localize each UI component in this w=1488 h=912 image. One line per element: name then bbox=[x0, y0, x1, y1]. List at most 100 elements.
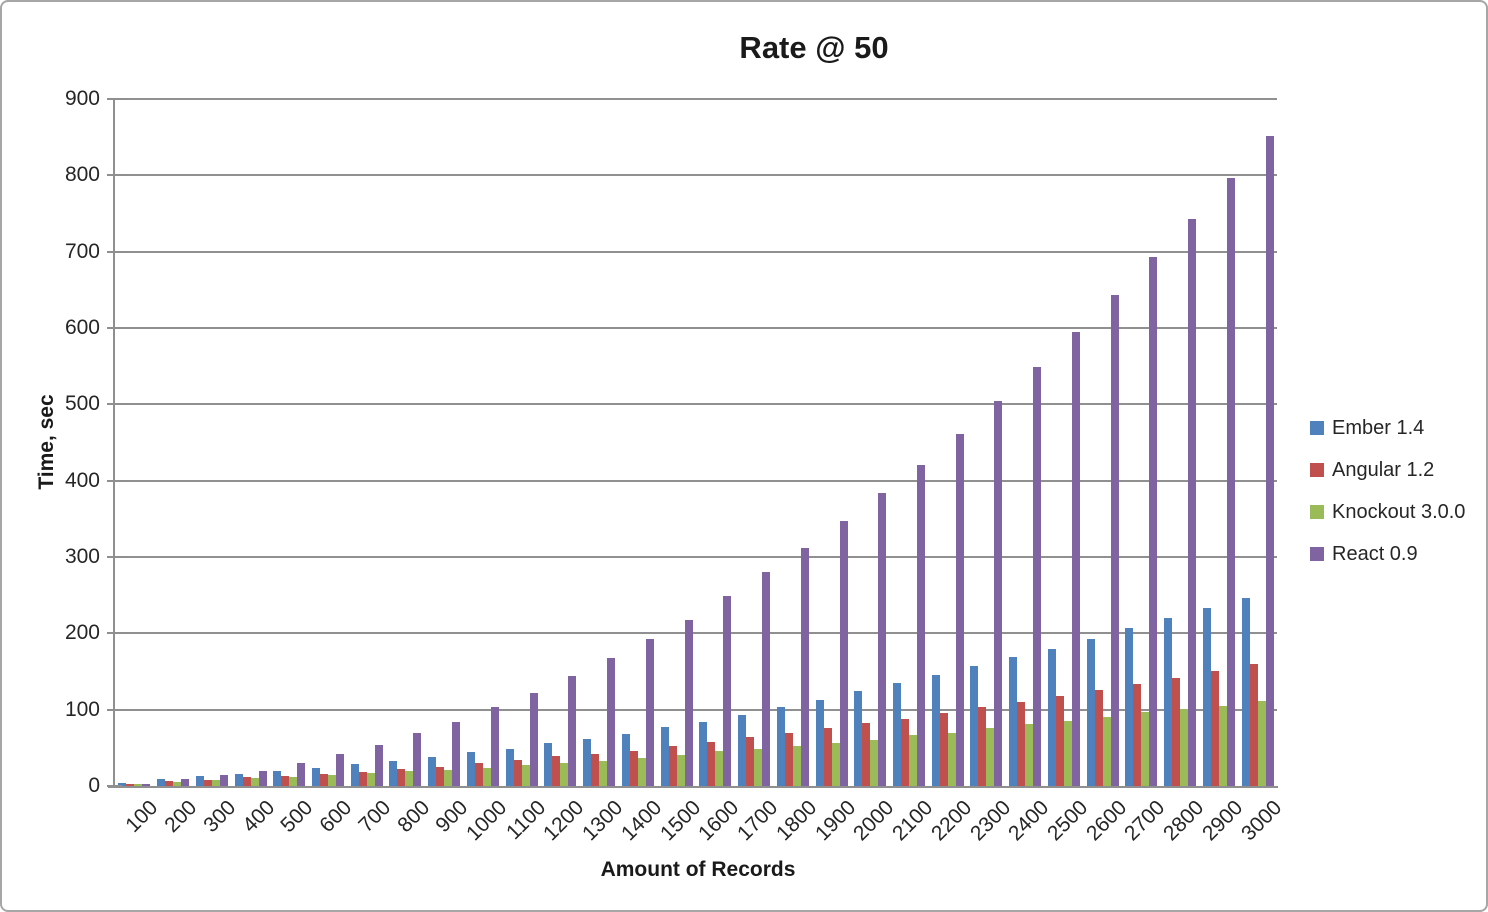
bar-angular-1-2 bbox=[242, 776, 251, 786]
bar-ember-1-4 bbox=[1086, 638, 1095, 786]
bar-ember-1-4 bbox=[1047, 648, 1056, 786]
bar-knockout-3-0-0 bbox=[560, 763, 569, 786]
y-tick-mark bbox=[107, 327, 122, 329]
bar-react-0-9 bbox=[219, 774, 228, 786]
bar-react-0-9 bbox=[607, 657, 616, 786]
bar-react-0-9 bbox=[258, 770, 267, 786]
bar-angular-1-2 bbox=[203, 779, 212, 786]
bar-group bbox=[696, 99, 735, 786]
legend-label: React 0.9 bbox=[1332, 542, 1418, 565]
y-tick-mark bbox=[107, 785, 122, 787]
bar-angular-1-2 bbox=[939, 712, 948, 786]
bar-react-0-9 bbox=[1110, 295, 1119, 786]
legend-swatch-knockout-3-0-0 bbox=[1310, 505, 1324, 519]
bar-knockout-3-0-0 bbox=[1063, 721, 1072, 786]
legend-label: Angular 1.2 bbox=[1332, 458, 1435, 481]
legend-label: Knockout 3.0.0 bbox=[1332, 500, 1466, 523]
bar-angular-1-2 bbox=[1055, 695, 1064, 786]
bar-react-0-9 bbox=[297, 763, 306, 786]
bar-angular-1-2 bbox=[397, 769, 406, 786]
bar-knockout-3-0-0 bbox=[1218, 705, 1227, 786]
x-tick-label: 2400 bbox=[1004, 796, 1054, 846]
x-tick-label: 2200 bbox=[926, 796, 977, 846]
bar-ember-1-4 bbox=[1202, 608, 1211, 786]
bar-react-0-9 bbox=[1033, 366, 1042, 786]
legend-entry: Angular 1.2 bbox=[1310, 459, 1465, 481]
bar-react-0-9 bbox=[1071, 331, 1080, 786]
bar-knockout-3-0-0 bbox=[211, 779, 220, 786]
legend-label: Ember 1.4 bbox=[1332, 416, 1425, 439]
chart-title: Rate @ 50 bbox=[739, 30, 889, 65]
bar-ember-1-4 bbox=[389, 760, 398, 786]
bar-angular-1-2 bbox=[823, 728, 832, 786]
bar-angular-1-2 bbox=[862, 723, 871, 786]
y-tick-mark bbox=[107, 708, 122, 711]
x-tick-label: 1700 bbox=[733, 796, 783, 846]
x-tick-label: 2300 bbox=[965, 796, 1015, 846]
bar-knockout-3-0-0 bbox=[405, 770, 414, 786]
bar-ember-1-4 bbox=[234, 773, 243, 786]
gridline bbox=[115, 479, 1277, 482]
bar-knockout-3-0-0 bbox=[637, 757, 646, 786]
bar-ember-1-4 bbox=[1241, 598, 1250, 786]
bar-ember-1-4 bbox=[893, 682, 902, 786]
y-tick-mark bbox=[107, 98, 122, 100]
x-tick-label: 1900 bbox=[810, 796, 860, 846]
bar-react-0-9 bbox=[878, 492, 887, 786]
bar-angular-1-2 bbox=[1094, 689, 1103, 786]
bar-group bbox=[851, 99, 890, 786]
legend-swatch-ember-1-4 bbox=[1310, 421, 1324, 435]
bar-react-0-9 bbox=[955, 434, 964, 786]
bar-knockout-3-0-0 bbox=[1141, 711, 1150, 786]
y-tick-mark bbox=[107, 403, 122, 406]
plot-area bbox=[115, 98, 1277, 786]
bar-angular-1-2 bbox=[978, 707, 987, 786]
bar-ember-1-4 bbox=[660, 727, 669, 786]
bar-ember-1-4 bbox=[466, 752, 475, 786]
x-tick-label: 600 bbox=[315, 796, 357, 838]
bar-react-0-9 bbox=[1149, 257, 1158, 786]
gridline bbox=[115, 98, 1277, 100]
bar-group bbox=[657, 99, 696, 786]
y-tick-label: 500 bbox=[64, 392, 100, 416]
bar-ember-1-4 bbox=[428, 757, 437, 786]
bar-ember-1-4 bbox=[118, 782, 127, 786]
bar-react-0-9 bbox=[142, 783, 151, 786]
bar-group bbox=[1122, 99, 1161, 786]
legend-swatch-angular-1-2 bbox=[1310, 463, 1324, 477]
bar-group bbox=[1083, 99, 1122, 786]
bar-react-0-9 bbox=[181, 779, 190, 786]
gridline bbox=[115, 708, 1277, 711]
bar-knockout-3-0-0 bbox=[676, 754, 685, 786]
bar-knockout-3-0-0 bbox=[831, 743, 840, 786]
bar-angular-1-2 bbox=[436, 766, 445, 786]
x-tick-label: 2000 bbox=[849, 796, 899, 846]
bar-ember-1-4 bbox=[1009, 657, 1018, 786]
gridline bbox=[115, 250, 1277, 253]
x-tick-label: 1800 bbox=[771, 796, 822, 846]
bar-group bbox=[541, 99, 580, 786]
y-tick-mark bbox=[107, 479, 122, 482]
x-axis-title: Amount of Records bbox=[600, 858, 796, 881]
bar-react-0-9 bbox=[529, 692, 538, 786]
y-tick-mark bbox=[107, 632, 122, 635]
bar-group bbox=[735, 99, 774, 786]
bar-ember-1-4 bbox=[738, 715, 747, 786]
bar-react-0-9 bbox=[1226, 177, 1235, 786]
bar-angular-1-2 bbox=[165, 781, 174, 786]
bar-group bbox=[580, 99, 619, 786]
bar-ember-1-4 bbox=[195, 776, 204, 786]
bar-angular-1-2 bbox=[668, 745, 677, 786]
bar-ember-1-4 bbox=[931, 675, 940, 786]
bar-react-0-9 bbox=[1188, 218, 1197, 786]
gridline bbox=[115, 403, 1277, 406]
bar-react-0-9 bbox=[800, 547, 809, 786]
legend: Ember 1.4 Angular 1.2 Knockout 3.0.0 React … bbox=[1310, 417, 1466, 589]
bar-react-0-9 bbox=[994, 400, 1003, 786]
bar-angular-1-2 bbox=[746, 737, 755, 786]
bar-knockout-3-0-0 bbox=[947, 732, 956, 786]
x-tick-label: 2800 bbox=[1159, 796, 1209, 846]
bar-ember-1-4 bbox=[583, 738, 592, 786]
bar-react-0-9 bbox=[684, 619, 693, 786]
